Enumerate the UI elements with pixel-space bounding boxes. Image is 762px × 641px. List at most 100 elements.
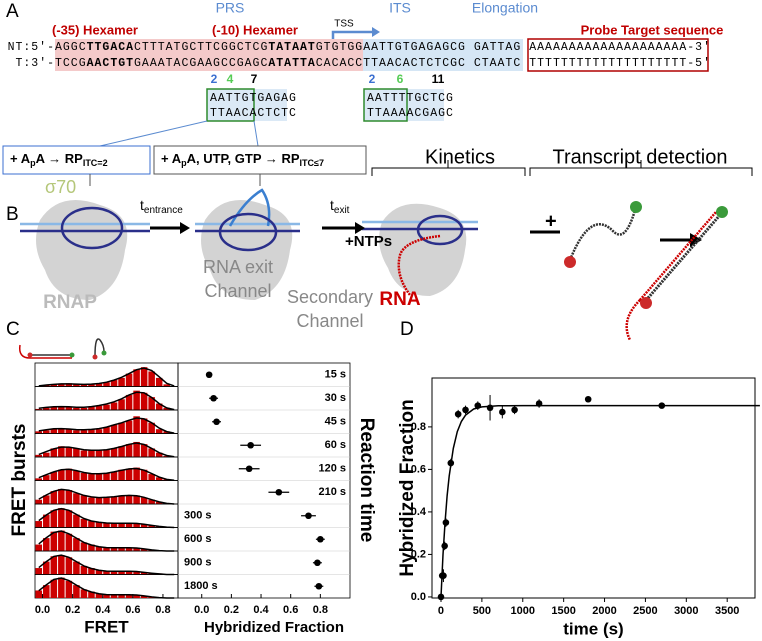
hist-bar xyxy=(58,384,65,387)
hist-bar xyxy=(73,561,80,575)
panel-label: D xyxy=(400,319,414,340)
sequence-segment: GAAATACGAAGCCGAGC xyxy=(134,57,268,70)
fit-curve xyxy=(38,417,175,434)
dot xyxy=(245,465,253,473)
hist-bar xyxy=(125,495,133,504)
hist-bar xyxy=(148,371,155,387)
connector xyxy=(99,120,259,147)
hist-bar xyxy=(58,406,65,410)
dye xyxy=(92,354,98,360)
hist-bar xyxy=(58,488,65,504)
hist-bar xyxy=(95,450,103,457)
sequence-segment: GTGTGG xyxy=(316,41,363,54)
strand-label: T:3'- xyxy=(15,57,55,70)
hist-bar xyxy=(80,430,88,434)
sequence-segment: ATATTA xyxy=(268,57,315,70)
hist-bar xyxy=(125,394,133,410)
category-label: 300 s xyxy=(184,510,212,522)
hist-bar xyxy=(140,469,148,481)
hist-bar xyxy=(133,594,140,598)
hist-bar xyxy=(133,390,140,410)
hist-bar xyxy=(95,474,103,481)
hist-bar xyxy=(140,572,148,575)
y-axis-label: Hybridized Fraction xyxy=(397,399,418,576)
its-box xyxy=(207,89,287,121)
nt-sequence: AGGCTTGACACTTTATGCTTCGGCTCGTATAATGTGTGGA… xyxy=(55,41,711,54)
hist-bar xyxy=(50,531,58,551)
its-region xyxy=(363,39,523,71)
hist-bar xyxy=(65,510,73,528)
position: 2 xyxy=(369,72,376,86)
x-tick-label: 1000 xyxy=(511,605,535,617)
hist-bar xyxy=(110,594,118,598)
hist-bar xyxy=(103,594,110,598)
hist-bar xyxy=(88,591,95,598)
x-tick-label: 2500 xyxy=(633,605,657,617)
hist-bar xyxy=(65,580,73,598)
hist-bar xyxy=(148,422,155,434)
hist-bar xyxy=(140,392,148,410)
sequence-segment: TATAAT xyxy=(268,41,315,54)
fit-curve xyxy=(38,391,175,411)
y-tick-label: 0.2 xyxy=(411,548,426,560)
hist-bar xyxy=(50,510,58,528)
x-tick-label: 0.4 xyxy=(95,604,111,616)
sequence-segment: TCCG xyxy=(55,57,87,70)
position: 4 xyxy=(227,72,234,86)
arrow xyxy=(690,233,702,247)
y-tick-label: 0.6 xyxy=(411,463,426,475)
hist-bar xyxy=(88,474,95,481)
hist-bar xyxy=(43,452,50,457)
category-label: 210 s xyxy=(318,486,346,498)
x-tick-label: 500 xyxy=(473,605,491,617)
hist-bar xyxy=(95,593,103,598)
hist-bar xyxy=(73,470,80,481)
hist-bar xyxy=(35,478,43,481)
t: t xyxy=(330,197,334,213)
probe-box xyxy=(527,38,709,72)
hist-bar xyxy=(43,514,50,528)
dye xyxy=(101,350,107,356)
ntps: +NTPs xyxy=(345,233,392,250)
channel-label: Channel xyxy=(296,311,363,331)
condition-part: A, UTP, GTP → RP xyxy=(187,151,300,166)
time-label: texit xyxy=(330,197,350,216)
point xyxy=(447,459,455,467)
dot xyxy=(205,371,213,379)
dot xyxy=(317,535,324,543)
hist-bar xyxy=(125,420,133,434)
point xyxy=(437,593,445,601)
point xyxy=(441,542,448,550)
hist-bar xyxy=(103,449,110,457)
hist-bar xyxy=(73,384,80,387)
category-label: 120 s xyxy=(318,463,346,475)
hist-bar xyxy=(35,590,43,598)
hist-bar xyxy=(65,383,73,387)
hist-bar xyxy=(58,530,65,551)
hist-bar xyxy=(73,430,80,434)
tss-label: TSS xyxy=(334,19,354,30)
x-axis-label: time (s) xyxy=(563,619,623,638)
sequence-segment: CTTTATGCTTCGGCTCG xyxy=(134,41,268,54)
hist-bar xyxy=(125,444,133,457)
hist-bar xyxy=(148,499,155,504)
hist-bar xyxy=(65,557,73,575)
hist-bar xyxy=(140,497,148,504)
arrow xyxy=(150,226,560,234)
region-label: PRS xyxy=(216,0,245,16)
condition-part: p xyxy=(30,158,36,168)
x-tick-label: 3000 xyxy=(674,605,698,617)
condition-part: + A xyxy=(161,151,182,166)
hist-bar xyxy=(35,431,43,434)
t: t xyxy=(140,197,144,213)
category-label: 45 s xyxy=(325,416,346,428)
hist-bar xyxy=(118,446,125,457)
hist-bar xyxy=(95,522,103,528)
hist-bar xyxy=(73,514,80,528)
subscript: entrance xyxy=(144,205,183,216)
promoter-region xyxy=(55,39,363,71)
hist-bar xyxy=(88,521,95,528)
hist-bar xyxy=(103,382,110,387)
rna-label: RNA xyxy=(379,289,420,310)
